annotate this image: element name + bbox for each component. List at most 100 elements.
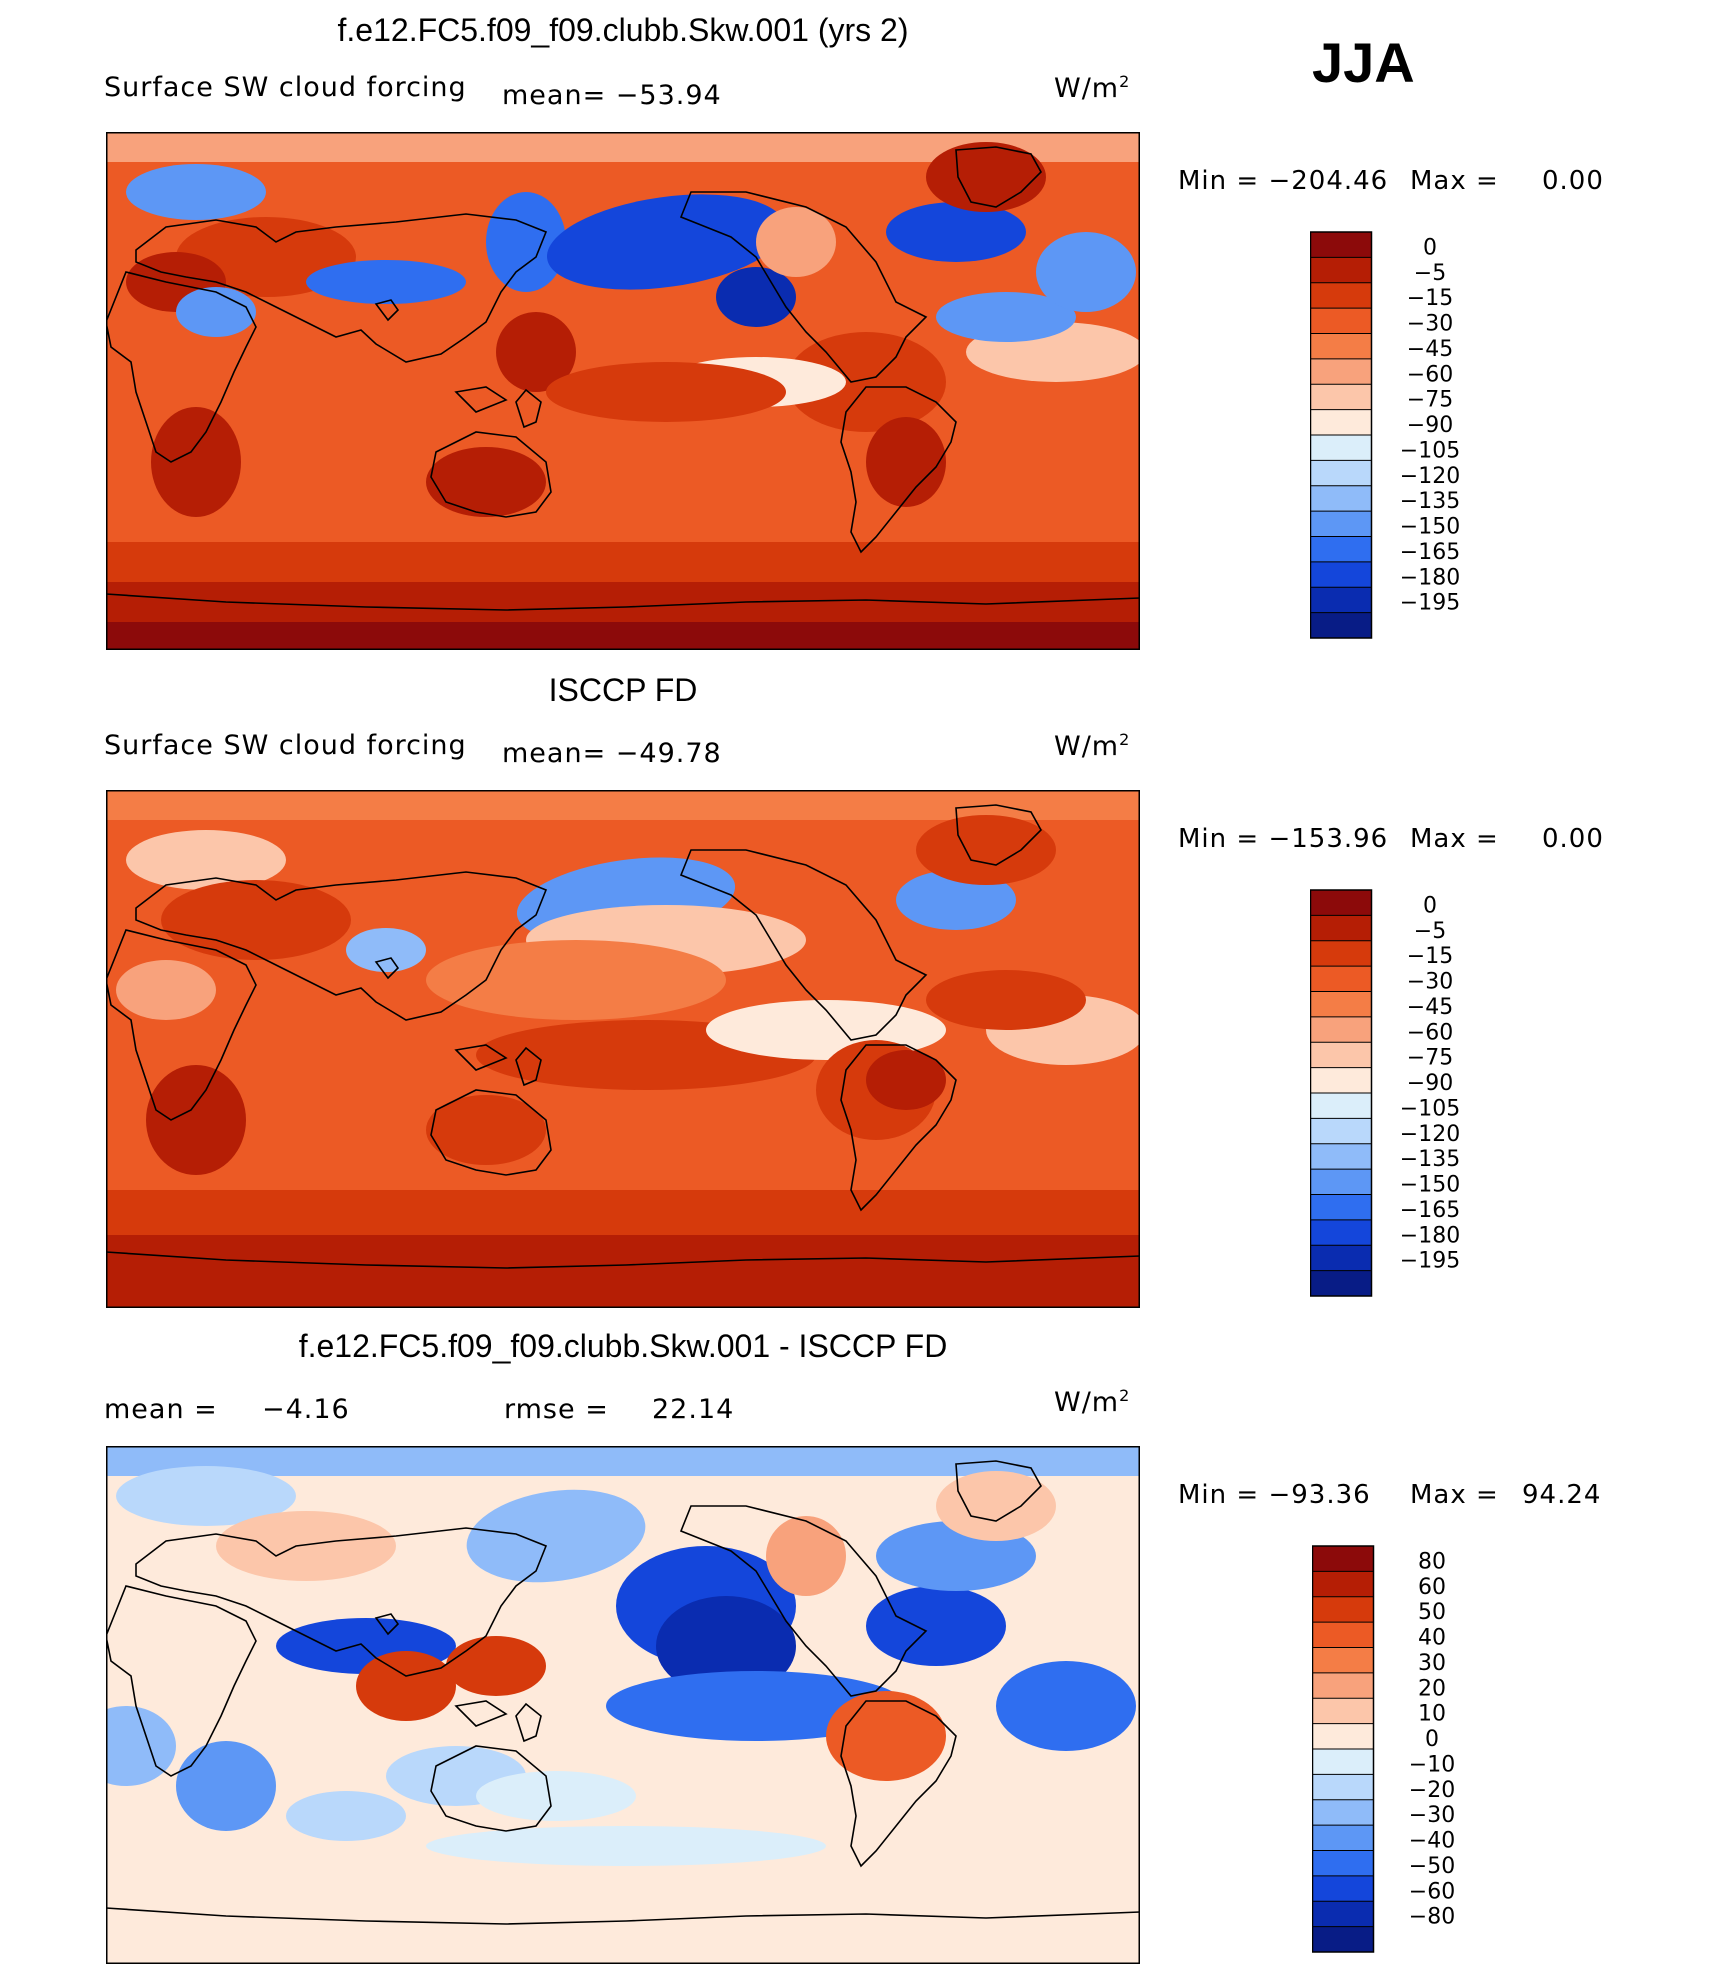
map-band-1-2 (106, 542, 1140, 582)
colorbar-tick-label-2-12: −165 (1400, 1198, 1460, 1223)
colorbar-tick-label-3-2: 50 (1418, 1600, 1446, 1625)
colorbar-tick-label-1-7: −90 (1407, 413, 1453, 438)
colorbar-swatch-3-11 (1312, 1825, 1374, 1851)
colorbar-tick-label-3-1: 60 (1418, 1575, 1446, 1600)
map-region-1-3 (306, 260, 466, 304)
colorbar-tick-label-2-4: −45 (1407, 995, 1453, 1020)
map-coastlines-3 (106, 1460, 1140, 1925)
map-region-2-16 (116, 960, 216, 1020)
colorbar-swatch-1-8 (1310, 435, 1372, 461)
colorbar-swatch-1-3 (1310, 308, 1372, 334)
colorbar-tick-label-1-14: −195 (1400, 591, 1460, 616)
colorbar-swatch-3-2 (1312, 1596, 1374, 1623)
colorbar-tick-label-3-13: −60 (1409, 1879, 1455, 1904)
map-region-3-15 (176, 1741, 276, 1831)
map-region-2-2 (346, 928, 426, 972)
map-region-3-1 (216, 1511, 396, 1581)
coastline-2-1 (106, 929, 257, 1121)
coastline-1-4 (840, 386, 957, 554)
map-region-2-5 (426, 940, 726, 1020)
map-region-1-9 (426, 447, 546, 517)
colorbar-tick-label-1-13: −180 (1400, 565, 1460, 590)
colorbar-swatch-2-7 (1310, 1067, 1372, 1094)
coastline-1-2 (430, 431, 552, 518)
colorbar-swatch-1-13 (1310, 561, 1372, 588)
map-region-1-14 (151, 407, 241, 517)
colorbar-swatch-2-5 (1310, 1016, 1372, 1043)
map-frame-2 (106, 790, 1140, 1308)
coastline-2-7 (374, 957, 400, 980)
map-region-3-18 (476, 1771, 636, 1821)
panel2-map (106, 790, 1140, 1308)
map-region-3-11 (936, 1471, 1056, 1541)
colorbar-swatch-2-10 (1310, 1143, 1372, 1170)
coastline-2-8 (515, 1046, 542, 1087)
colorbar-tick-label-3-11: −40 (1409, 1829, 1455, 1854)
coastline-2-4 (840, 1044, 957, 1212)
colorbar-tick-label-2-5: −60 (1407, 1020, 1453, 1045)
coastline-1-0 (135, 213, 548, 363)
map-field-3 (106, 1446, 1140, 1964)
map-region-3-8 (766, 1516, 846, 1596)
colorbar-swatch-3-8 (1312, 1749, 1374, 1775)
colorbar-tick-label-3-5: 20 (1418, 1676, 1446, 1701)
map-region-1-6 (716, 267, 796, 327)
panel1-mean-label: mean= −53.94 (502, 80, 722, 111)
colorbar-swatch-2-2 (1310, 940, 1372, 967)
colorbar-tick-label-1-5: −60 (1407, 362, 1453, 387)
colorbar-swatch-1-10 (1310, 485, 1372, 512)
colorbar-swatch-2-15 (1310, 1270, 1372, 1297)
colorbar-swatch-2-0 (1310, 890, 1372, 916)
colorbar-swatch-3-12 (1312, 1850, 1374, 1877)
map-region-2-11 (866, 1050, 946, 1110)
map-region-1-11 (926, 142, 1046, 212)
coastline-3-5 (955, 1460, 1042, 1522)
colorbar-tick-label-1-11: −150 (1400, 515, 1460, 540)
coastline-1-9 (454, 386, 508, 413)
panel2-max-value: 0.00 (1542, 824, 1604, 854)
map-region-3-7 (656, 1596, 796, 1696)
map-region-1-0 (126, 164, 266, 220)
panel1-min-label: Min = −204.46 (1178, 166, 1389, 196)
colorbar-tick-label-1-6: −75 (1407, 388, 1453, 413)
coastline-3-8 (515, 1702, 542, 1743)
colorbar-tick-label-1-8: −105 (1400, 438, 1460, 463)
colorbar-tick-label-2-2: −15 (1407, 944, 1453, 969)
colorbar-tick-label-1-9: −120 (1400, 464, 1460, 489)
panel1-units: W/m2 (1054, 72, 1131, 104)
panel3-max-label: Max = (1410, 1480, 1499, 1510)
map-region-1-10 (886, 202, 1026, 262)
panel3-mean-value: −4.16 (262, 1394, 350, 1425)
map-region-2-13 (426, 1095, 546, 1165)
colorbar-tick-label-1-0: 0 (1423, 235, 1437, 260)
coastline-1-7 (374, 299, 400, 322)
colorbar-swatch-3-0 (1312, 1546, 1374, 1572)
panel3-units: W/m2 (1054, 1386, 1131, 1418)
coastline-3-1 (106, 1585, 257, 1777)
colorbar-swatch-3-10 (1312, 1799, 1374, 1826)
panel2-units: W/m2 (1054, 730, 1131, 762)
colorbar-swatch-3-1 (1312, 1571, 1374, 1598)
coastline-2-0 (135, 871, 548, 1021)
coastline-1-6 (106, 593, 1140, 611)
panel2-variable-label: Surface SW cloud forcing (104, 730, 467, 761)
colorbar-swatch-1-0 (1310, 232, 1372, 258)
colorbar-tick-label-3-8: −10 (1409, 1752, 1455, 1777)
map-region-1-4 (486, 192, 566, 292)
colorbar-swatch-1-7 (1310, 409, 1372, 436)
map-region-1-16 (936, 292, 1076, 342)
panel3-title: f.e12.FC5.f09_f09.clubb.Skw.001 - ISCCP … (298, 1328, 948, 1364)
colorbar-tick-label-2-8: −105 (1400, 1096, 1460, 1121)
colorbar-tick-label-2-13: −180 (1400, 1223, 1460, 1248)
colorbar-tick-label-2-1: −5 (1414, 919, 1446, 944)
colorbar-swatch-1-12 (1310, 536, 1372, 563)
colorbar-swatch-3-14 (1312, 1901, 1374, 1928)
panel3-max-value: 94.24 (1522, 1480, 1602, 1510)
colorbar-swatch-3-7 (1312, 1723, 1374, 1750)
map-region-3-4 (446, 1636, 546, 1696)
coastline-3-4 (840, 1700, 957, 1868)
colorbar-tick-label-3-14: −80 (1409, 1905, 1455, 1930)
colorbar-tick-label-2-7: −90 (1407, 1071, 1453, 1096)
colorbar-tick-label-2-10: −135 (1400, 1147, 1460, 1172)
colorbar-swatch-2-9 (1310, 1118, 1372, 1145)
